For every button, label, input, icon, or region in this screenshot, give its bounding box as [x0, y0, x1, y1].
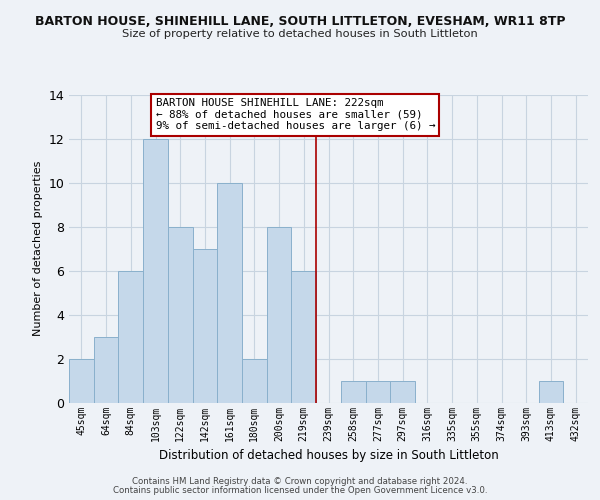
Text: BARTON HOUSE SHINEHILL LANE: 222sqm
← 88% of detached houses are smaller (59)
9%: BARTON HOUSE SHINEHILL LANE: 222sqm ← 88… — [155, 98, 435, 132]
Bar — [118, 270, 143, 402]
Bar — [193, 249, 217, 402]
Bar — [365, 380, 390, 402]
Y-axis label: Number of detached properties: Number of detached properties — [33, 161, 43, 336]
Bar — [242, 358, 267, 403]
Bar — [292, 270, 316, 402]
Bar — [390, 380, 415, 402]
Text: BARTON HOUSE, SHINEHILL LANE, SOUTH LITTLETON, EVESHAM, WR11 8TP: BARTON HOUSE, SHINEHILL LANE, SOUTH LITT… — [35, 15, 565, 28]
Bar — [341, 380, 365, 402]
Bar — [143, 139, 168, 402]
Bar — [217, 183, 242, 402]
Bar — [267, 227, 292, 402]
Text: Contains HM Land Registry data © Crown copyright and database right 2024.: Contains HM Land Registry data © Crown c… — [132, 477, 468, 486]
Text: Contains public sector information licensed under the Open Government Licence v3: Contains public sector information licen… — [113, 486, 487, 495]
Bar — [69, 358, 94, 403]
Bar — [94, 336, 118, 402]
Text: Size of property relative to detached houses in South Littleton: Size of property relative to detached ho… — [122, 29, 478, 39]
X-axis label: Distribution of detached houses by size in South Littleton: Distribution of detached houses by size … — [158, 449, 499, 462]
Bar — [168, 227, 193, 402]
Bar — [539, 380, 563, 402]
